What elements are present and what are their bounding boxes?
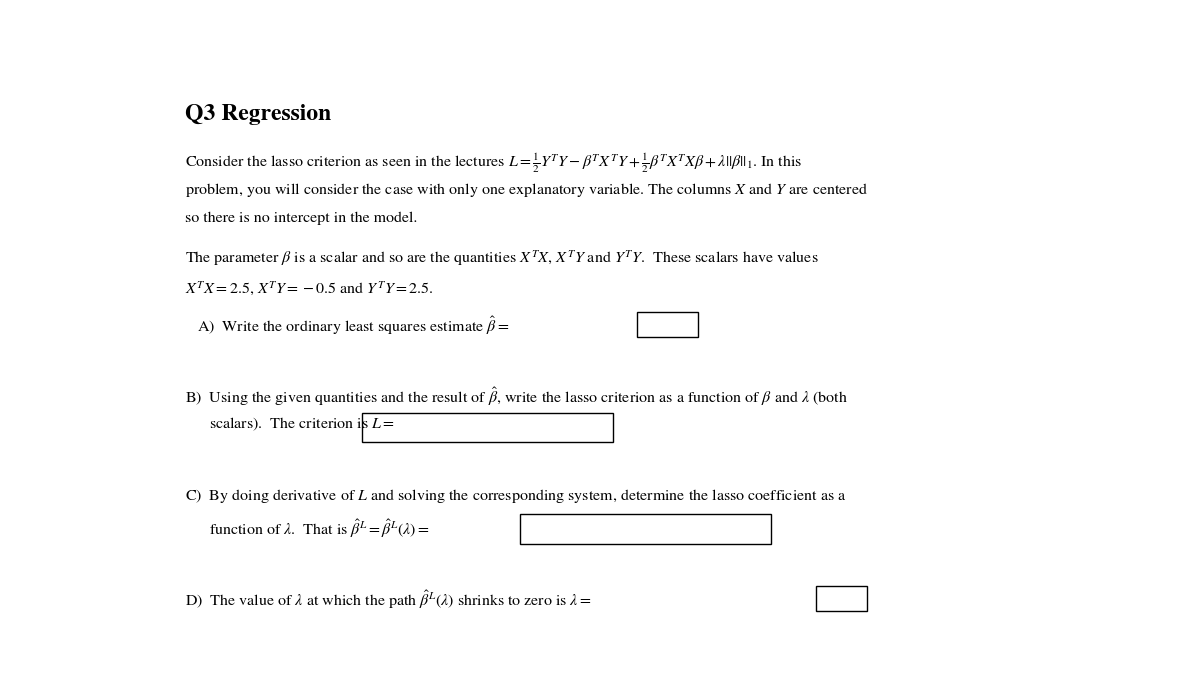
Text: so there is no intercept in the model.: so there is no intercept in the model. <box>185 211 418 225</box>
Text: The parameter $\beta$ is a scalar and so are the quantities $X^TX$, $X^TY$ and $: The parameter $\beta$ is a scalar and so… <box>185 249 818 269</box>
Bar <box>362 413 613 442</box>
Text: function of $\lambda$.  That is $\hat{\beta}^L = \hat{\beta}^L(\lambda)=$: function of $\lambda$. That is $\hat{\be… <box>185 517 430 539</box>
Text: B)  Using the given quantities and the result of $\hat{\beta}$, write the lasso : B) Using the given quantities and the re… <box>185 385 848 408</box>
Text: scalars).  The criterion is $L = $: scalars). The criterion is $L = $ <box>185 416 395 433</box>
Text: C)  By doing derivative of $L$ and solving the corresponding system, determine t: C) By doing derivative of $L$ and solvin… <box>185 487 847 505</box>
Bar <box>637 312 697 337</box>
Text: Q3 Regression: Q3 Regression <box>185 105 331 126</box>
Bar <box>520 514 772 543</box>
Text: Consider the lasso criterion as seen in the lectures $L = \frac{1}{2}Y^TY - \bet: Consider the lasso criterion as seen in … <box>185 151 803 175</box>
Bar <box>816 586 868 610</box>
Text: A)  Write the ordinary least squares estimate $\hat{\beta} = $: A) Write the ordinary least squares esti… <box>185 315 510 337</box>
Text: problem, you will consider the case with only one explanatory variable. The colu: problem, you will consider the case with… <box>185 182 869 199</box>
Text: $X^TX = 2.5$, $X^TY = -0.5$ and $Y^TY = 2.5$.: $X^TX = 2.5$, $X^TY = -0.5$ and $Y^TY = … <box>185 279 433 297</box>
Text: D)  The value of $\lambda$ at which the path $\hat{\beta}^L(\lambda)$ shrinks to: D) The value of $\lambda$ at which the p… <box>185 588 592 611</box>
